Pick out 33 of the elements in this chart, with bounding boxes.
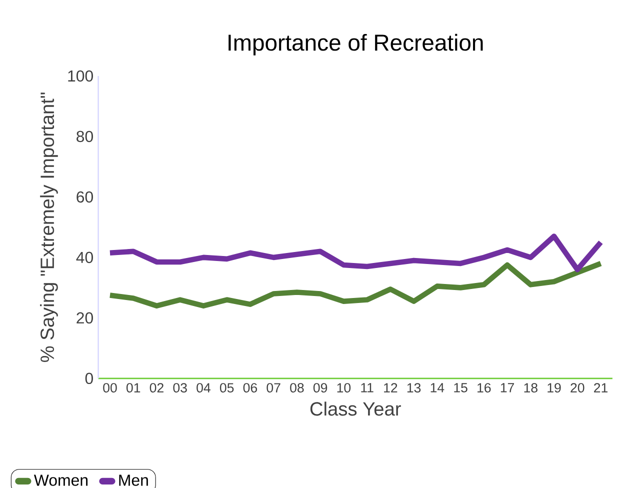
x-tick-label: 00 xyxy=(103,383,117,392)
y-tick-label: 80 xyxy=(76,130,93,142)
legend-label: Men xyxy=(119,474,148,486)
y-tick-label: 0 xyxy=(85,372,93,384)
x-tick-label: 17 xyxy=(500,383,514,392)
chart-title: Importance of Recreation xyxy=(228,34,483,56)
x-tick-label: 08 xyxy=(290,383,304,392)
x-tick-label: 20 xyxy=(570,383,584,392)
x-tick-label: 12 xyxy=(384,383,398,392)
y-tick-label: 60 xyxy=(76,191,93,203)
legend-label: Women xyxy=(34,474,88,486)
x-tick-label: 04 xyxy=(196,383,210,392)
y-tick-label: 20 xyxy=(76,312,93,324)
x-tick-label: 16 xyxy=(478,383,491,392)
x-tick-label: 15 xyxy=(454,383,468,392)
x-tick-label: 21 xyxy=(594,383,608,392)
x-tick-label: 14 xyxy=(430,383,444,392)
y-tick-label: 100 xyxy=(68,70,93,82)
x-tick-label: 07 xyxy=(266,383,280,392)
x-tick-label: 01 xyxy=(126,383,140,392)
x-axis-title: Class Year xyxy=(310,402,401,416)
y-axis-title: % Saying "Extremely Important" xyxy=(40,92,58,362)
x-tick-label: 03 xyxy=(173,383,187,392)
x-tick-label: 09 xyxy=(313,383,328,392)
x-tick-label: 02 xyxy=(150,383,164,392)
y-tick-label: 40 xyxy=(76,252,93,264)
x-tick-label: 11 xyxy=(361,383,374,392)
x-tick-label: 06 xyxy=(243,383,258,392)
x-tick-label: 18 xyxy=(524,383,538,392)
x-tick-label: 19 xyxy=(548,383,561,392)
x-tick-label: 05 xyxy=(220,383,234,392)
x-tick-label: 13 xyxy=(407,383,421,392)
x-tick-label: 10 xyxy=(337,383,351,392)
